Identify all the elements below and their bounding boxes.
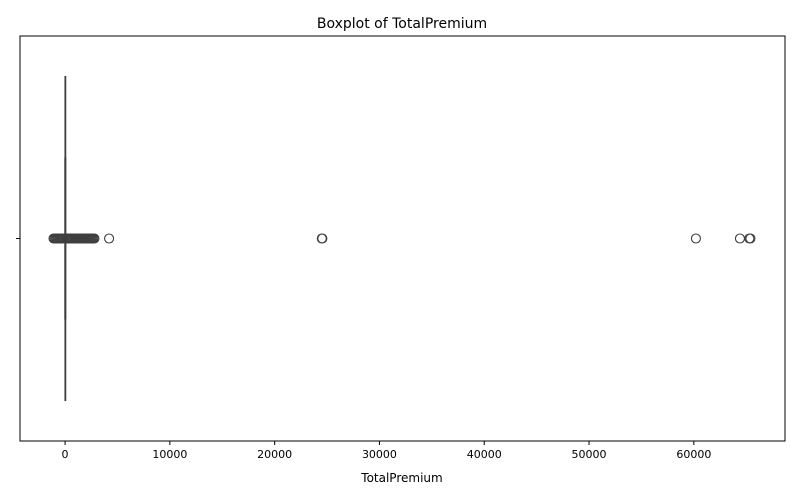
outlier-point — [104, 233, 115, 244]
outlier-point — [89, 233, 100, 244]
outlier-point — [745, 233, 756, 244]
x-tick-label: 0 — [62, 448, 69, 461]
outlier-point — [734, 233, 745, 244]
x-tick-label: 40000 — [467, 448, 502, 461]
chart-title: Boxplot of TotalPremium — [317, 16, 487, 32]
plot-area — [48, 75, 756, 402]
outlier-point — [690, 233, 701, 244]
x-axis-label: TotalPremium — [360, 471, 442, 485]
axes-frame — [19, 35, 786, 442]
x-tick-label: 50000 — [572, 448, 607, 461]
x-tick-label: 60000 — [676, 448, 711, 461]
x-axis-ticks: 0 10000 20000 30000 40000 50000 60000 — [62, 441, 711, 461]
x-tick-label: 10000 — [152, 448, 187, 461]
x-tick-label: 20000 — [257, 448, 292, 461]
x-tick-label: 30000 — [362, 448, 397, 461]
outlier-point — [317, 233, 328, 244]
